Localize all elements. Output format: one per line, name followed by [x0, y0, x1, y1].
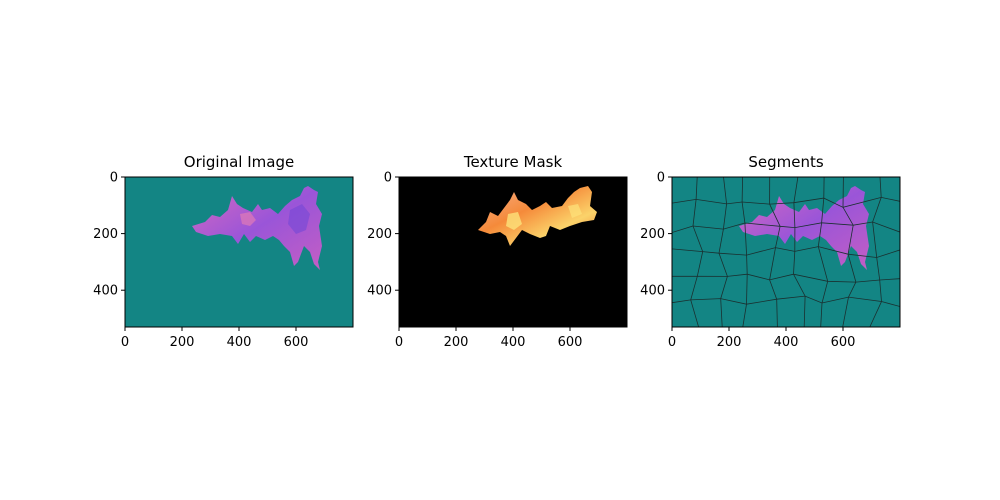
y-tick-label: 0: [657, 171, 665, 186]
x-tick-label: 400: [227, 335, 252, 350]
x-tick-label: 600: [831, 335, 856, 350]
panel-texture-mask: Texture Mask 0 200 400 600 0 200 400: [367, 153, 628, 350]
purple-texture-region: [739, 186, 869, 270]
y-tick-label: 400: [93, 284, 118, 299]
panel-title: Texture Mask: [463, 153, 563, 171]
x-ticks: 0 200 400 600: [121, 327, 309, 350]
segment-boundary: [672, 295, 900, 307]
panel-title: Original Image: [184, 153, 294, 171]
y-tick-label: 200: [640, 227, 665, 242]
image-content: [192, 186, 322, 270]
segment-boundary: [869, 177, 882, 327]
segment-boundary: [672, 221, 900, 233]
y-ticks: 0 200 400: [93, 171, 125, 299]
x-tick-label: 0: [121, 335, 129, 350]
panel-original-image: Original Image 0 200 400 600 0 200 400: [93, 153, 354, 350]
x-tick-label: 600: [284, 335, 309, 350]
yellow-highlight: [568, 204, 582, 218]
y-tick-label: 200: [367, 227, 392, 242]
segment-boundary: [690, 177, 704, 327]
segment-boundary: [672, 196, 900, 208]
y-ticks: 0 200 400: [640, 171, 672, 299]
x-ticks: 0 200 400 600: [395, 327, 583, 350]
segment-boundary: [842, 177, 857, 327]
purple-highlight: [288, 204, 310, 234]
segment-boundary: [672, 246, 900, 258]
x-ticks: 0 200 400 600: [668, 327, 856, 350]
segment-boundary: [718, 177, 728, 327]
y-tick-label: 400: [640, 284, 665, 299]
panel-segments: Segments 0 200 400 600 0 200 400: [640, 153, 901, 350]
x-tick-label: 200: [717, 335, 742, 350]
x-tick-label: 400: [501, 335, 526, 350]
x-tick-label: 200: [444, 335, 469, 350]
segment-boundary: [817, 177, 829, 327]
y-tick-label: 0: [384, 171, 392, 186]
image-content: [672, 177, 900, 327]
panel-title: Segments: [748, 153, 824, 171]
y-tick-label: 400: [367, 284, 392, 299]
segment-boundary: [793, 177, 806, 327]
x-tick-label: 200: [170, 335, 195, 350]
x-tick-label: 400: [774, 335, 799, 350]
pink-highlight: [240, 212, 256, 226]
x-tick-label: 0: [395, 335, 403, 350]
x-tick-label: 600: [558, 335, 583, 350]
y-tick-label: 0: [110, 171, 118, 186]
fire-texture-region: [478, 186, 597, 246]
segment-boundary: [741, 177, 748, 327]
yellow-highlight: [506, 212, 522, 230]
segment-boundaries: [672, 177, 900, 327]
segment-boundary: [672, 273, 900, 283]
purple-texture-region: [192, 186, 322, 270]
y-ticks: 0 200 400: [367, 171, 399, 299]
x-tick-label: 0: [668, 335, 676, 350]
image-content: [478, 186, 597, 246]
segment-boundary: [769, 177, 781, 327]
y-tick-label: 200: [93, 227, 118, 242]
